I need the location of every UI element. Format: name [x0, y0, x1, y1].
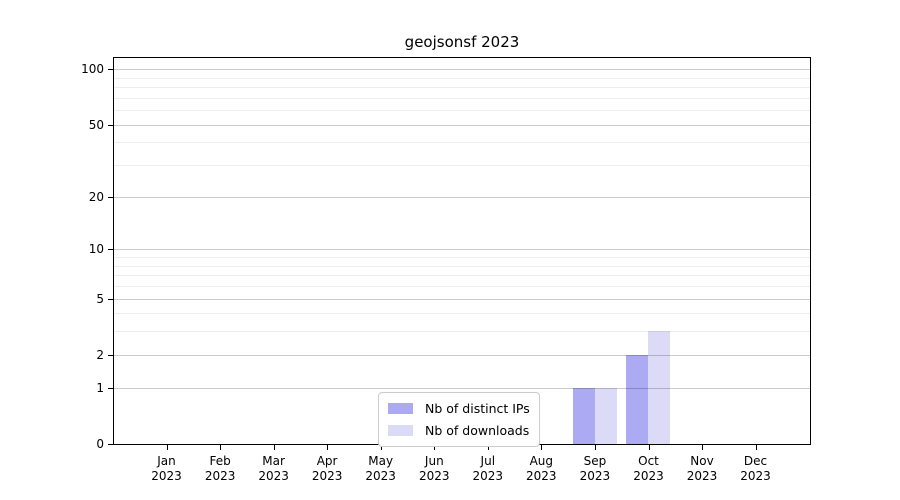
legend-label: Nb of distinct IPs [425, 400, 530, 416]
x-tick [594, 445, 596, 450]
gridline-major [114, 387, 810, 389]
x-tick [327, 445, 329, 450]
y-tick [108, 249, 113, 251]
gridline-minor [114, 97, 810, 99]
x-tick-year: 2023 [633, 469, 664, 483]
x-tick-month: Nov [690, 454, 714, 468]
x-tick-label: Aug 2023 [509, 454, 573, 484]
y-tick-label: 50 [88, 117, 104, 132]
legend-entry: Nb of downloads [388, 421, 530, 440]
y-tick [108, 444, 113, 445]
x-tick-label: Oct 2023 [617, 454, 681, 484]
x-tick-year: 2023 [686, 469, 718, 483]
x-tick-year: 2023 [526, 469, 557, 483]
y-tick [108, 196, 113, 198]
gridline-major [114, 249, 810, 251]
x-tick-month: Apr [316, 454, 338, 468]
legend: Nb of distinct IPs Nb of downloads [378, 392, 540, 447]
x-tick [541, 445, 543, 450]
y-tick-label: 5 [96, 291, 104, 306]
gridline-major [114, 124, 810, 126]
x-tick [380, 445, 382, 450]
x-tick-year: 2023 [151, 469, 182, 483]
y-tick-label: 10 [88, 242, 104, 257]
gridline-minor [114, 142, 810, 144]
gridline-minor [114, 286, 810, 287]
bar [572, 387, 595, 444]
gridline-major [114, 196, 810, 198]
x-tick-label: Jul 2023 [456, 454, 520, 484]
x-tick-year: 2023 [740, 469, 771, 483]
y-tick [108, 354, 113, 356]
x-tick [273, 445, 275, 450]
gridline-minor [114, 265, 810, 267]
x-tick [434, 445, 436, 450]
legend-swatch [388, 425, 413, 436]
x-tick-month: Aug [529, 454, 554, 468]
x-tick-label: Apr 2023 [295, 454, 359, 484]
gridline-minor [114, 313, 810, 315]
bar [626, 354, 649, 444]
gridline-minor [114, 331, 810, 333]
x-tick-month: Jul [480, 454, 496, 468]
x-tick-label: Mar 2023 [242, 454, 306, 484]
x-tick-label: Jan 2023 [135, 454, 199, 484]
x-tick-month: Mar [262, 454, 285, 468]
x-tick [755, 445, 757, 450]
x-tick-label: Nov 2023 [670, 454, 734, 484]
x-tick-month: Feb [209, 454, 231, 468]
gridline-minor [114, 275, 810, 277]
y-tick [108, 387, 113, 389]
legend-label: Nb of downloads [425, 422, 530, 438]
gridline-minor [114, 110, 810, 112]
x-tick-year: 2023 [472, 469, 504, 483]
y-tick-label: 100 [81, 62, 104, 77]
gridline-minor [114, 87, 810, 89]
x-tick-month: Oct [638, 454, 659, 468]
y-tick-label: 1 [96, 380, 104, 395]
y-tick [108, 298, 113, 300]
legend-entry: Nb of distinct IPs [388, 399, 530, 418]
bar [594, 387, 617, 444]
x-tick-label: May 2023 [349, 454, 413, 484]
y-tick-label: 2 [96, 347, 104, 362]
y-tick [108, 69, 113, 71]
x-tick-month: Jan [157, 454, 176, 468]
legend-swatch [388, 403, 413, 414]
x-tick-year: 2023 [258, 469, 289, 483]
x-tick [648, 445, 650, 450]
x-tick-month: Jun [424, 454, 444, 468]
x-tick-label: Sep 2023 [563, 454, 627, 484]
x-tick-year: 2023 [365, 469, 396, 483]
x-tick-year: 2023 [579, 469, 611, 483]
gridline-minor [114, 257, 810, 258]
x-tick-label: Dec 2023 [724, 454, 788, 484]
x-tick-year: 2023 [419, 469, 450, 483]
x-tick-year: 2023 [311, 469, 343, 483]
y-tick-label: 20 [88, 189, 104, 204]
x-tick [702, 445, 703, 450]
x-tick-month: Sep [583, 454, 607, 468]
gridline-major [114, 354, 810, 356]
x-tick [220, 445, 222, 450]
x-tick [166, 445, 168, 450]
gridline-minor [114, 77, 810, 79]
gridline-minor [114, 165, 810, 167]
plot-area [113, 57, 811, 445]
gridline-major [114, 298, 810, 300]
bar [648, 331, 671, 444]
x-tick-label: Feb 2023 [188, 454, 252, 484]
y-tick-label: 0 [96, 437, 104, 451]
gridline-major [114, 69, 810, 71]
x-tick [487, 445, 489, 450]
x-tick-month: May [368, 454, 394, 468]
x-tick-month: Dec [743, 454, 768, 468]
chart-title: geojsonsf 2023 [404, 33, 520, 51]
x-tick-label: Jun 2023 [402, 454, 466, 484]
y-tick [108, 124, 113, 126]
x-tick-year: 2023 [204, 469, 236, 483]
